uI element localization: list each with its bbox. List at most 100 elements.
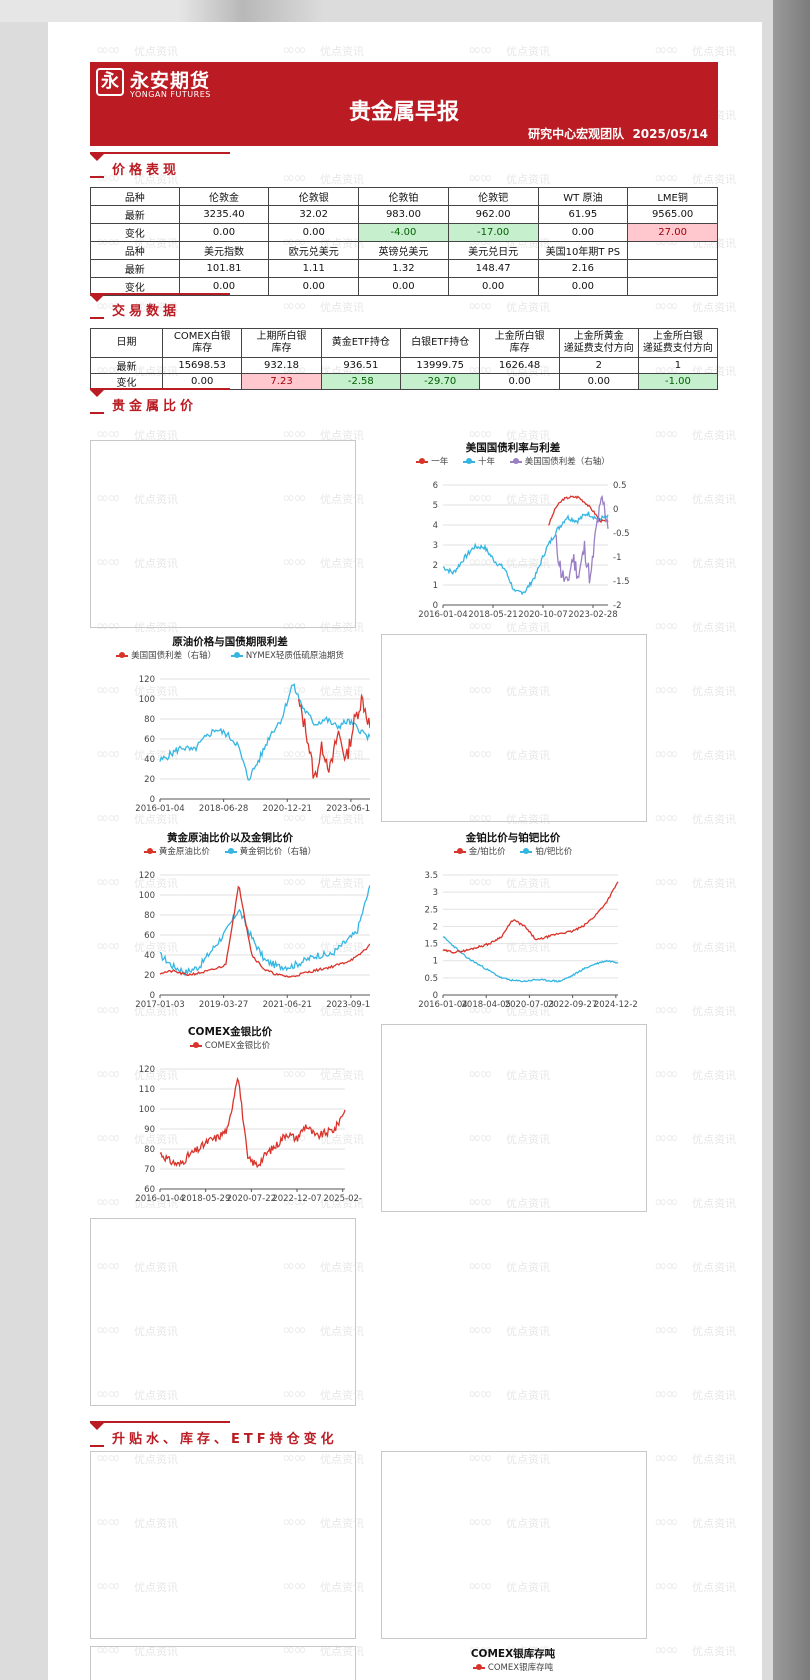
table-cell: 983.00 xyxy=(358,205,449,224)
table-cell: 美元指数 xyxy=(178,241,270,260)
table-cell: 变化 xyxy=(90,223,180,242)
table-cell: 0.00 xyxy=(537,277,629,296)
chart-gold-oil-copper: 黄金原油比价以及金铜比价 黄金原油比价 黄金铜比价（右轴） 120 100 80 60… xyxy=(90,830,370,1030)
y-tick-label: 5 xyxy=(433,501,438,511)
table-cell: 最新 xyxy=(90,259,180,278)
table-cell: 伦敦铂 xyxy=(358,187,449,206)
x-tick-label: 2023-09-18 xyxy=(326,1000,370,1010)
y-tick-label: 3 xyxy=(433,888,438,898)
empty-chart-frame xyxy=(90,1646,356,1680)
table-cell: 7.23 xyxy=(241,373,322,390)
y-tick-label: 120 xyxy=(139,871,155,881)
table-cell: 2 xyxy=(558,357,639,374)
chart-gold-silver: COMEX金银比价 COMEX金银比价 120 110 100 90 80 70 60 201… xyxy=(90,1024,370,1224)
table-cell: 0.00 xyxy=(537,223,629,242)
table-cell: 101.81 xyxy=(178,259,270,278)
watermark: ∞∞优点资讯 xyxy=(654,1064,736,1083)
table-cell: WT 原油 xyxy=(537,187,629,206)
table-row: 品种 美元指数 欧元兑美元 英镑兑美元 美元兑日元 美国10年期T PS xyxy=(90,241,718,260)
table-cell xyxy=(627,241,718,260)
watermark: ∞∞优点资讯 xyxy=(654,1384,736,1403)
brand-logo: 永 永安期货 YONGAN FUTURES xyxy=(96,68,214,99)
x-tick-label: 2016-01-04 xyxy=(418,610,467,620)
watermark: ∞∞优点资讯 xyxy=(654,1192,736,1211)
table-cell: 2.16 xyxy=(537,259,629,278)
watermark: ∞∞优点资讯 xyxy=(654,424,736,443)
chart-title: COMEX金银比价 xyxy=(187,1026,273,1038)
watermark: ∞∞优点资讯 xyxy=(654,1640,736,1659)
table-cell: 1.11 xyxy=(268,259,360,278)
table-cell: 品种 xyxy=(90,187,180,206)
y2-tick-label: -1.5 xyxy=(613,577,630,587)
series-ten-year xyxy=(442,511,609,596)
table-row: 变化 0.00 0.00 -4.00 -17.00 0.00 27.00 xyxy=(90,223,718,242)
report-header: 永 永安期货 YONGAN FUTURES 贵金属早报 研究中心宏观团队 202… xyxy=(90,62,718,146)
watermark: ∞∞优点资讯 xyxy=(654,552,736,571)
y-tick-label: 20 xyxy=(144,971,155,981)
y-tick-label: 80 xyxy=(144,715,155,725)
report-page: ∞∞ 优点资讯 ∞∞ 优点资讯 ∞∞ 优点资讯 ∞∞ 优点资讯 ∞∞ 优点资讯 ∞∞ 优点资讯 ∞∞ 优点… xyxy=(48,22,762,1680)
empty-chart-frame xyxy=(381,1024,647,1212)
y-tick-label: 2.5 xyxy=(424,905,438,915)
watermark: ∞∞优点资讯 xyxy=(654,1448,736,1467)
table-row: 最新 15698.53 932.18 936.51 13999.75 1626.48 2 1 xyxy=(90,357,719,374)
series-crude-oil xyxy=(159,683,370,781)
x-tick-label: 2018-06-28 xyxy=(199,804,248,814)
table-cell: 1626.48 xyxy=(479,357,560,374)
table-header-row: 日期 COMEX白银 库存 上期所白银 库存 黄金ETF持仓 白银ETF持仓 上金所白银 库存上… xyxy=(90,328,719,358)
chart-legend: COMEX银库存吨 xyxy=(373,1661,653,1673)
x-tick-label: 2021-06-21 xyxy=(263,1000,312,1010)
price-table: 品种 伦敦金 伦敦银 伦敦铂 伦敦钯 WT 原油 LME铜 最新 3235.40 32.02 983… xyxy=(90,187,718,296)
watermark: ∞∞优点资讯 xyxy=(654,40,736,59)
watermark: ∞∞优点资讯 xyxy=(654,1512,736,1531)
x-tick-label: 2020-07-22 xyxy=(227,1194,276,1204)
legend-item: 美国国债利差（右轴） xyxy=(116,649,216,661)
table-cell: 0.00 xyxy=(268,277,360,296)
table-cell: -17.00 xyxy=(447,223,539,242)
watermark: ∞∞优点资讯 xyxy=(654,488,736,507)
table-cell: 3235.40 xyxy=(178,205,270,224)
x-tick-label: 2018-05-21 xyxy=(468,610,517,620)
scrollbar-track[interactable] xyxy=(773,0,810,1680)
table-row: 变化 0.00 7.23 -2.58 -29.70 0.00 0.00 -1.00 xyxy=(90,373,719,390)
watermark: ∞∞优点资讯 xyxy=(468,1256,550,1275)
y-tick-label: 2 xyxy=(433,922,438,932)
table-cell: 1.32 xyxy=(358,259,449,278)
chart-legend: 黄金原油比价 黄金铜比价（右轴） xyxy=(90,845,370,857)
team-date: 研究中心宏观团队 2025/05/14 xyxy=(528,125,708,142)
table-header-cell: 上期所白银 库存 xyxy=(241,328,322,358)
y2-tick-label: -0.5 xyxy=(613,529,630,539)
table-cell: 15698.53 xyxy=(161,357,243,374)
chart-title: 黄金原油比价以及金铜比价 xyxy=(167,832,293,844)
y-tick-label: 3.5 xyxy=(424,871,438,881)
watermark: ∞∞优点资讯 xyxy=(282,40,364,59)
y-tick-label: 1 xyxy=(433,581,438,591)
table-cell: 936.51 xyxy=(320,357,401,374)
y-tick-label: 0 xyxy=(433,991,438,1001)
y-tick-label: 60 xyxy=(144,735,155,745)
watermark: ∞∞优点资讯 xyxy=(654,680,736,699)
table-cell: -1.00 xyxy=(637,373,719,390)
chart-plot: 3.5 3 2.5 2 1.5 1 0.5 02016-01-042018-04-052020… xyxy=(418,871,638,1010)
watermark: ∞∞优点资讯 xyxy=(654,1256,736,1275)
watermark: ∞∞优点资讯 xyxy=(654,1000,736,1019)
y-tick-label: 60 xyxy=(144,931,155,941)
watermark: ∞∞优点资讯 xyxy=(468,168,550,187)
chart-legend: 一年 十年 美国国债利差（右轴） xyxy=(373,455,653,467)
legend-item: 美国国债利差（右轴） xyxy=(509,455,610,467)
section-title: 交易数据 xyxy=(112,304,181,319)
watermark: ∞∞优点资讯 xyxy=(468,40,550,59)
table-cell xyxy=(627,277,718,296)
table-cell: 27.00 xyxy=(627,223,718,242)
empty-chart-frame xyxy=(90,1451,356,1639)
table-cell: 0.00 xyxy=(479,373,560,390)
section-title: 贵金属比价 xyxy=(112,399,198,414)
chart-plot: 1201008060402000.360.330.30.270.240.210.… xyxy=(135,871,370,1010)
series-spread xyxy=(554,494,609,584)
logo-name-cn: 永安期货 xyxy=(130,70,211,92)
empty-chart-frame xyxy=(90,1218,356,1406)
y-tick-label: 20 xyxy=(144,775,155,785)
chart-comex-silver-stock: COMEX银库存吨 COMEX银库存吨 xyxy=(373,1646,653,1680)
table-header-cell: 黄金ETF持仓 xyxy=(320,328,401,358)
y-tick-label: 60 xyxy=(144,1185,155,1195)
